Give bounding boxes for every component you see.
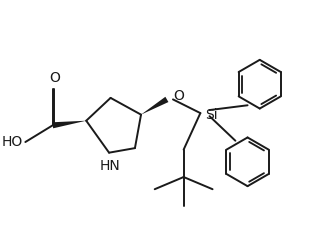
Polygon shape [141,97,168,115]
Polygon shape [52,121,86,128]
Text: Si: Si [205,108,218,122]
Text: O: O [49,71,60,85]
Text: HN: HN [99,159,120,173]
Text: HO: HO [2,135,23,149]
Text: O: O [174,89,185,103]
